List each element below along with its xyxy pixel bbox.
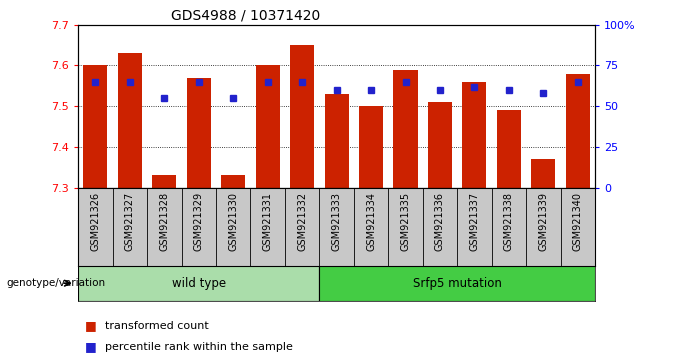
- Bar: [428, 102, 452, 188]
- Bar: [324, 94, 349, 188]
- Text: GSM921330: GSM921330: [228, 192, 238, 251]
- Text: GSM921326: GSM921326: [90, 192, 101, 251]
- Text: GDS4988 / 10371420: GDS4988 / 10371420: [171, 8, 320, 22]
- Text: GSM921334: GSM921334: [366, 192, 376, 251]
- Bar: [187, 78, 211, 188]
- Bar: [497, 110, 521, 188]
- Text: GSM921338: GSM921338: [504, 192, 514, 251]
- Text: GSM921331: GSM921331: [262, 192, 273, 251]
- Text: wild type: wild type: [172, 277, 226, 290]
- Bar: [394, 70, 418, 188]
- Bar: [84, 65, 107, 188]
- Text: GSM921339: GSM921339: [539, 192, 548, 251]
- Text: GSM921328: GSM921328: [159, 192, 169, 251]
- Text: ■: ■: [85, 319, 97, 332]
- Text: percentile rank within the sample: percentile rank within the sample: [105, 342, 293, 352]
- Bar: [566, 74, 590, 188]
- Bar: [320, 266, 595, 301]
- Text: GSM921335: GSM921335: [401, 192, 411, 251]
- Text: transformed count: transformed count: [105, 321, 209, 331]
- Text: GSM921336: GSM921336: [435, 192, 445, 251]
- Text: genotype/variation: genotype/variation: [7, 278, 106, 288]
- Bar: [118, 53, 142, 188]
- Bar: [78, 266, 320, 301]
- Bar: [462, 82, 486, 188]
- Text: Srfp5 mutation: Srfp5 mutation: [413, 277, 502, 290]
- Text: GSM921329: GSM921329: [194, 192, 204, 251]
- Text: GSM921340: GSM921340: [573, 192, 583, 251]
- Bar: [359, 106, 383, 188]
- Bar: [290, 45, 314, 188]
- Bar: [152, 175, 176, 188]
- Bar: [531, 159, 556, 188]
- Text: GSM921337: GSM921337: [469, 192, 479, 251]
- Text: GSM921333: GSM921333: [332, 192, 341, 251]
- Text: GSM921332: GSM921332: [297, 192, 307, 251]
- Text: GSM921327: GSM921327: [125, 192, 135, 251]
- Bar: [221, 175, 245, 188]
- Text: ■: ■: [85, 341, 97, 353]
- Bar: [256, 65, 279, 188]
